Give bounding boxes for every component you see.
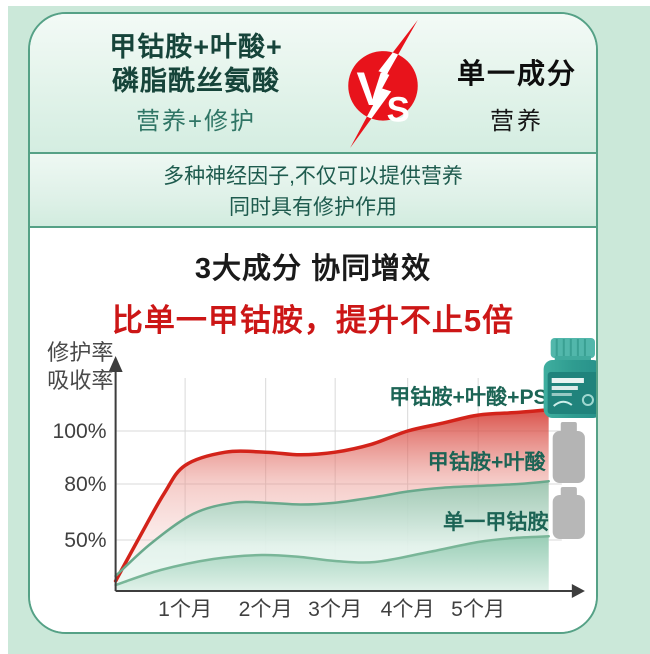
x-tick-label: 4个月 — [381, 598, 435, 621]
y-tick-label: 100% — [52, 420, 106, 443]
bottle-cap — [560, 422, 577, 433]
benefit-line2: 同时具有修护作用 — [229, 196, 397, 219]
x-tick-label: 5个月 — [451, 598, 505, 621]
product-bottle-gray-2 — [552, 487, 585, 539]
bottle-label-badge — [581, 394, 594, 406]
chart-title: 3大成分 协同增效 — [194, 253, 432, 285]
bottle-label-text-bar — [551, 393, 572, 396]
y-tick-label: 50% — [64, 529, 106, 552]
lightning-slash-icon — [350, 51, 418, 121]
bottle-label-text-bar — [551, 378, 584, 383]
comparison-header: 甲钴胺+叶酸+ 磷脂酰丝氨酸 营养+修护 V S 单一成分 营养 — [30, 14, 596, 154]
bottle-label-text-bar — [551, 386, 578, 390]
right-ingredient-block: 单一成分 营养 — [442, 52, 592, 136]
series-label: 甲钴胺+叶酸+PS — [389, 384, 548, 409]
bottle-cap-ribs — [555, 339, 586, 357]
vs-badge-graphic: V S — [348, 20, 418, 148]
main-card: 甲钴胺+叶酸+ 磷脂酰丝氨酸 营养+修护 V S 单一成分 营养 — [28, 12, 598, 634]
bottle-label-swoosh — [553, 400, 573, 407]
left-ingredients-block: 甲钴胺+叶酸+ 磷脂酰丝氨酸 营养+修护 — [58, 30, 334, 136]
x-tick-label: 3个月 — [308, 598, 362, 621]
x-tick-label: 2个月 — [239, 598, 293, 621]
series-label: 单一甲钴胺 — [443, 509, 549, 534]
y-axis-title-line: 修护率 — [47, 340, 113, 365]
chart-axes — [114, 370, 574, 592]
series-label: 甲钴胺+叶酸 — [428, 449, 547, 474]
x-axis-arrow-icon — [571, 584, 585, 598]
y-axis-title-line: 吸收率 — [47, 368, 113, 393]
x-tick-label: 1个月 — [158, 598, 212, 621]
left-ingredients-sub: 营养+修护 — [135, 108, 256, 135]
right-ingredient-sub: 营养 — [490, 108, 544, 135]
bottle-cap — [550, 338, 595, 358]
curve-2 — [114, 535, 550, 587]
y-axis-arrow-icon — [108, 356, 123, 372]
chart-curves — [113, 408, 551, 587]
vs-badge: V S — [336, 20, 430, 148]
curve-0 — [113, 408, 551, 583]
vs-letter-v: V — [356, 63, 388, 116]
chart-area-fills — [115, 409, 549, 590]
left-ingredients-line2: 磷脂酰丝氨酸 — [112, 66, 280, 96]
product-bottle-gray-1 — [552, 422, 585, 483]
left-ingredients-line1: 甲钴胺+叶酸+ — [109, 32, 283, 62]
bottle-body — [552, 495, 585, 539]
vs-letter-s: S — [387, 91, 410, 129]
bottle-body — [552, 431, 585, 483]
y-tick-label: 80% — [64, 473, 106, 496]
chart-section: 3大成分 协同增效 比单一甲钴胺，提升不止5倍 1个月 2个月 3个月 4个月 5个月 1… — [30, 228, 596, 632]
chart-subtitle: 比单一甲钴胺，提升不止5倍 — [111, 303, 515, 338]
right-ingredient-title: 单一成分 — [456, 58, 577, 89]
bottle-cap — [560, 487, 577, 497]
curve-1 — [114, 480, 550, 578]
benefit-banner: 多种神经因子,不仅可以提供营养 同时具有修护作用 — [30, 154, 596, 228]
benefit-line1: 多种神经因子,不仅可以提供营养 — [163, 165, 463, 188]
product-bottle-teal — [543, 338, 596, 418]
